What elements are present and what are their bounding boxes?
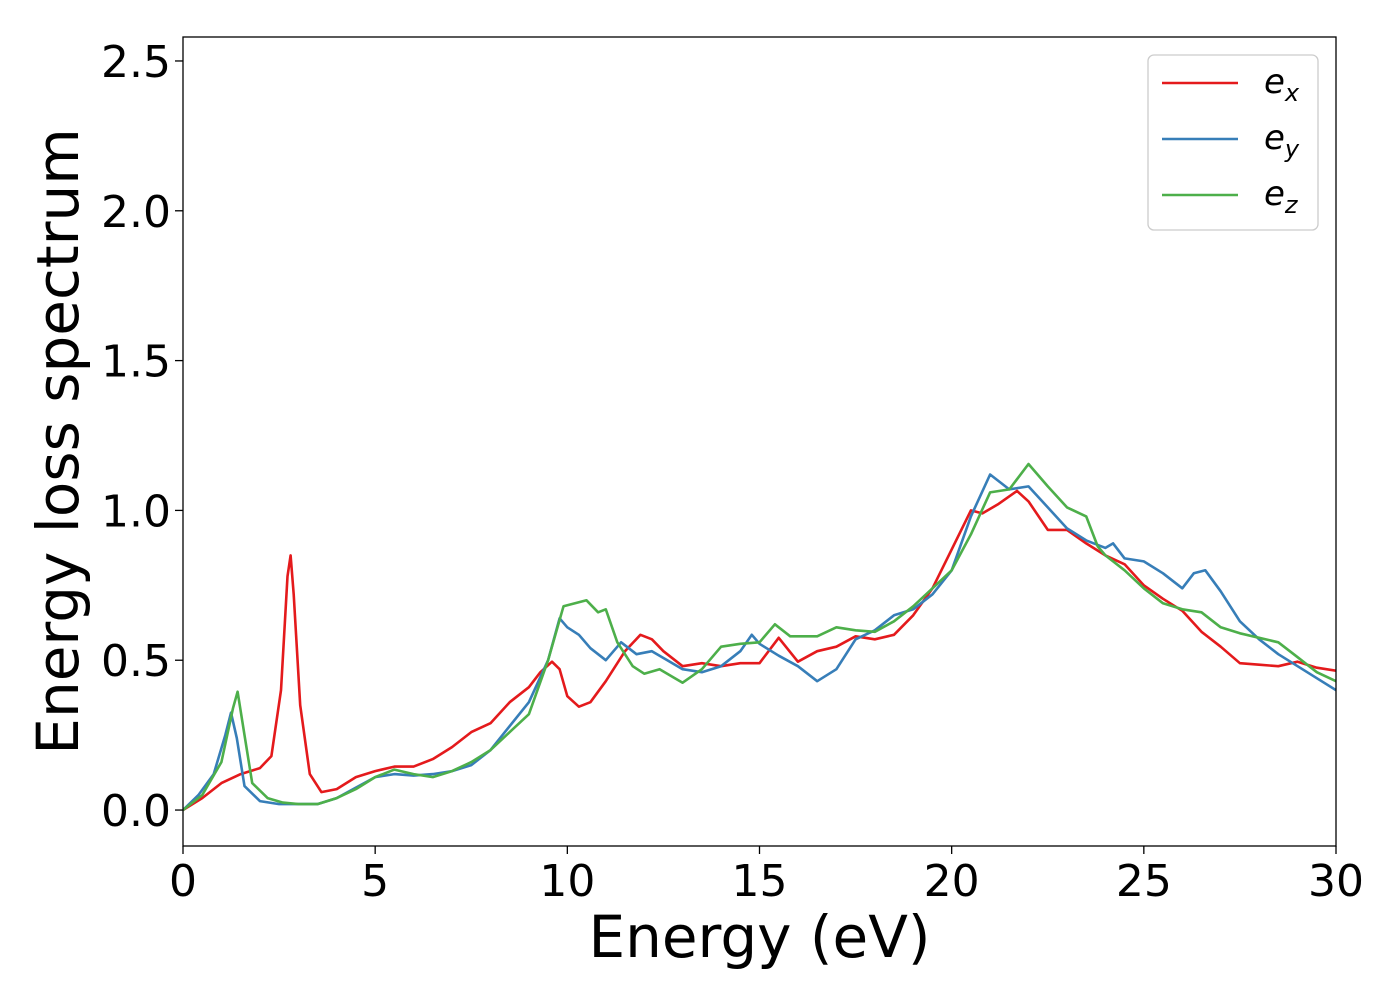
y-tick-label: 1.0 xyxy=(101,486,171,537)
x-tick-label: 30 xyxy=(1308,856,1364,907)
x-axis-title: Energy (eV) xyxy=(588,903,930,971)
y-tick-label: 1.5 xyxy=(101,337,171,388)
y-tick-label: 0.0 xyxy=(101,786,171,837)
legend: ex ey ez xyxy=(1147,54,1319,231)
series-line-x xyxy=(183,489,1336,812)
legend-label-y: ey xyxy=(1264,118,1300,163)
x-tick-label: 5 xyxy=(361,856,389,907)
x-axis-ticks: 0 5 10 15 20 25 30 xyxy=(169,846,1364,907)
x-tick-label: 25 xyxy=(1116,856,1172,907)
legend-label-x: ex xyxy=(1264,62,1300,107)
legend-label-z: ez xyxy=(1264,174,1299,219)
series-line-z xyxy=(183,462,1336,812)
y-axis-ticks: 0.0 0.5 1.0 1.5 2.0 2.5 xyxy=(101,37,183,837)
y-axis-title: Energy loss spectrum xyxy=(24,128,92,754)
x-tick-label: 15 xyxy=(732,856,788,907)
y-tick-label: 2.0 xyxy=(101,187,171,238)
x-tick-label: 20 xyxy=(924,856,980,907)
x-tick-label: 0 xyxy=(169,856,197,907)
legend-box xyxy=(1147,54,1319,231)
y-tick-label: 2.5 xyxy=(101,37,171,88)
x-tick-label: 10 xyxy=(539,856,595,907)
series-layer xyxy=(183,462,1336,812)
y-tick-label: 0.5 xyxy=(101,636,171,687)
